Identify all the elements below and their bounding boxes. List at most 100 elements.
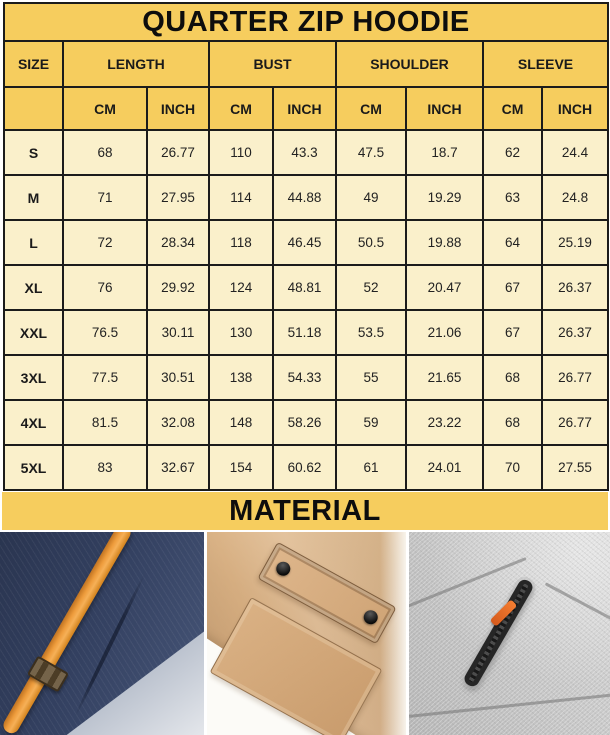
measure-value: 71	[62, 174, 148, 221]
measure-value: 62	[482, 129, 543, 176]
measure-value: 27.95	[146, 174, 210, 221]
measure-value: 76.5	[62, 309, 148, 356]
table-row-l: L 72 28.34 118 46.45 50.5 19.88 64 25.19	[3, 219, 610, 266]
measure-value: 72	[62, 219, 148, 266]
measure-value: 19.88	[405, 219, 484, 266]
fabric-photo-gray-zipper	[409, 532, 610, 735]
col-header-shoulder: SHOULDER	[335, 40, 484, 88]
size-label: XL	[3, 264, 64, 311]
measure-value: 23.22	[405, 399, 484, 446]
unit-header-blank	[3, 86, 64, 131]
measure-value: 44.88	[272, 174, 337, 221]
size-chart-table: QUARTER ZIP HOODIE SIZE LENGTH BUST SHOU…	[2, 2, 610, 491]
measure-value: 32.67	[146, 444, 210, 491]
measure-value: 67	[482, 309, 543, 356]
measure-value: 48.81	[272, 264, 337, 311]
measure-value: 19.29	[405, 174, 484, 221]
table-row-4xl: 4XL 81.5 32.08 148 58.26 59 23.22 68 26.…	[3, 399, 610, 446]
col-header-bust: BUST	[208, 40, 337, 88]
measure-value: 58.26	[272, 399, 337, 446]
stitch-seam-line	[409, 692, 610, 719]
measure-value: 138	[208, 354, 274, 401]
measure-value: 21.06	[405, 309, 484, 356]
measure-value: 81.5	[62, 399, 148, 446]
col-header-sleeve: SLEEVE	[481, 40, 610, 88]
chart-title: QUARTER ZIP HOODIE	[2, 2, 610, 42]
table-row-s: S 68 26.77 110 43.3 47.5 18.7 62 24.4	[3, 129, 610, 176]
unit-header: INCH	[146, 86, 210, 131]
measure-value: 70	[482, 444, 543, 491]
measure-value: 60.62	[272, 444, 337, 491]
unit-header: INCH	[405, 86, 484, 131]
measure-value: 110	[208, 129, 274, 176]
measure-value: 26.37	[540, 309, 610, 356]
size-label: S	[3, 129, 64, 176]
measure-value: 64	[482, 219, 543, 266]
measure-value: 30.11	[146, 309, 210, 356]
unit-header: CM	[62, 86, 148, 131]
measure-value: 24.4	[540, 129, 610, 176]
measure-value: 148	[208, 399, 274, 446]
garment-edge-highlight	[380, 532, 406, 735]
measure-value: 27.55	[540, 444, 610, 491]
measure-value: 77.5	[62, 354, 148, 401]
measure-value: 118	[208, 219, 274, 266]
unit-header: CM	[208, 86, 274, 131]
measure-value: 124	[208, 264, 274, 311]
material-heading-band: MATERIAL	[2, 492, 608, 530]
size-label: L	[3, 219, 64, 266]
snap-button-icon	[273, 559, 293, 579]
measure-value: 29.92	[146, 264, 210, 311]
unit-header: INCH	[540, 86, 610, 131]
measure-value: 43.3	[272, 129, 337, 176]
measure-value: 46.45	[272, 219, 337, 266]
measure-value: 26.37	[540, 264, 610, 311]
measure-value: 59	[335, 399, 407, 446]
measure-value: 21.65	[405, 354, 484, 401]
stitch-seam-line	[544, 582, 610, 621]
measure-value: 114	[208, 174, 274, 221]
measure-value: 130	[208, 309, 274, 356]
measure-value: 24.01	[405, 444, 484, 491]
measure-value: 52	[335, 264, 407, 311]
measure-value: 53.5	[335, 309, 407, 356]
measure-value: 30.51	[146, 354, 210, 401]
measure-value: 32.08	[146, 399, 210, 446]
measure-value: 54.33	[272, 354, 337, 401]
size-label: 3XL	[3, 354, 64, 401]
table-row-xl: XL 76 29.92 124 48.81 52 20.47 67 26.37	[3, 264, 610, 311]
size-label: XXL	[3, 309, 64, 356]
fabric-photo-khaki-pocket	[207, 532, 406, 735]
measure-value: 20.47	[405, 264, 484, 311]
unit-header: INCH	[272, 86, 337, 131]
unit-header: CM	[482, 86, 543, 131]
unit-header: CM	[335, 86, 407, 131]
measure-value: 26.77	[146, 129, 210, 176]
measure-value: 18.7	[405, 129, 484, 176]
size-label: 4XL	[3, 399, 64, 446]
material-heading: MATERIAL	[229, 494, 381, 527]
col-header-size: SIZE	[3, 40, 64, 88]
material-photos-row	[0, 532, 610, 735]
measure-value: 61	[335, 444, 407, 491]
col-header-length: LENGTH	[62, 40, 210, 88]
measure-value: 47.5	[335, 129, 407, 176]
fabric-photo-navy-drawstring	[0, 532, 204, 735]
measure-value: 63	[482, 174, 543, 221]
measure-value: 26.77	[540, 399, 610, 446]
snap-button-icon	[361, 607, 381, 627]
measure-value: 68	[482, 354, 543, 401]
measure-value: 26.77	[540, 354, 610, 401]
measure-value: 50.5	[335, 219, 407, 266]
measure-value: 51.18	[272, 309, 337, 356]
table-row-5xl: 5XL 83 32.67 154 60.62 61 24.01 70 27.55	[3, 444, 610, 491]
size-label: M	[3, 174, 64, 221]
measure-value: 24.8	[540, 174, 610, 221]
measure-value: 28.34	[146, 219, 210, 266]
measure-value: 55	[335, 354, 407, 401]
table-row-xxl: XXL 76.5 30.11 130 51.18 53.5 21.06 67 2…	[3, 309, 610, 356]
measure-value: 49	[335, 174, 407, 221]
size-label: 5XL	[3, 444, 64, 491]
measure-value: 68	[482, 399, 543, 446]
zipper	[462, 577, 535, 689]
